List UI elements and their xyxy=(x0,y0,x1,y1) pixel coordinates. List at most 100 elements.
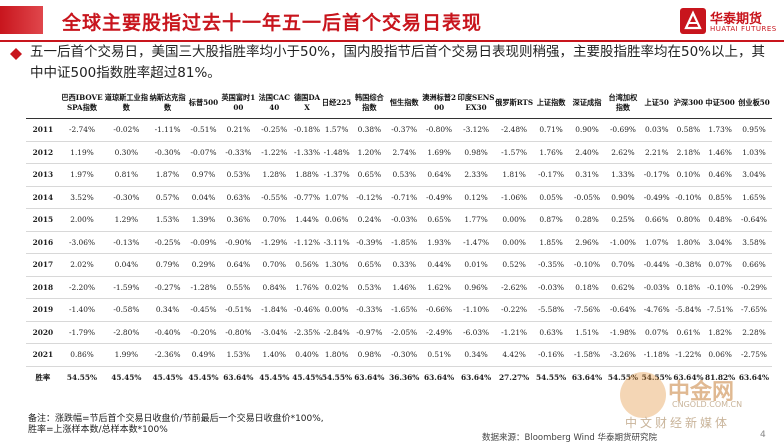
table-row: 2017 2.02% 0.04% 0.79% 0.29% 0.64% 0.70% 0.56% 1… xyxy=(26,253,772,277)
return-cell: 0.34% xyxy=(148,298,187,322)
return-cell: 2.40% xyxy=(569,141,605,164)
return-cell: 0.57% xyxy=(148,186,187,209)
return-cell: -3.11% xyxy=(321,231,352,254)
return-cell: -2.84% xyxy=(321,321,352,344)
return-cell: -0.30% xyxy=(387,343,422,367)
return-cell: 1.80% xyxy=(321,343,352,367)
return-cell: -0.07% xyxy=(186,141,221,164)
return-cell: -3.04% xyxy=(256,321,293,344)
year-cell: 2014 xyxy=(26,186,60,209)
return-cell: -0.49% xyxy=(421,186,458,209)
return-cell: -2.20% xyxy=(59,276,105,299)
return-cell: -0.58% xyxy=(104,298,149,322)
return-cell: 4.42% xyxy=(495,343,534,367)
year-cell: 2013 xyxy=(26,163,60,187)
table-row: 2019 -1.40% -0.58% 0.34% -0.45% -0.51% -1.84% -… xyxy=(26,298,772,322)
table-row: 2020 -1.79% -2.80% -0.40% -0.20% -0.80% -3.04%… xyxy=(26,321,772,344)
return-cell: 1.85% xyxy=(533,231,570,254)
return-cell: 2.18% xyxy=(672,141,705,164)
return-cell: -0.80% xyxy=(421,118,458,142)
column-header: 标普500 xyxy=(186,88,221,119)
return-cell: 1.07% xyxy=(321,186,352,209)
year-cell: 2012 xyxy=(26,141,60,164)
return-cell: 2.74% xyxy=(387,141,422,164)
table-row: 2016 -3.06% -0.13% -0.25% -0.09% -0.90% -1.29%… xyxy=(26,231,772,254)
return-cell: -1.59% xyxy=(104,276,149,299)
watermark-subtitle: 中文财经新媒体 xyxy=(625,416,731,430)
win-rate-cell: 54.55% xyxy=(321,365,352,388)
column-header: 印度SENSEX30 xyxy=(457,88,496,119)
return-cell: -1.10% xyxy=(457,298,496,322)
return-cell: -1.79% xyxy=(59,321,105,344)
return-cell: -0.55% xyxy=(256,186,293,209)
title-divider xyxy=(0,40,784,42)
column-header: 台湾加权指数 xyxy=(604,88,641,119)
title-bar: 全球主要股指过去十一年五一后首个交易日表现 华泰期货 HUATAI FUTURE… xyxy=(0,0,784,40)
return-cell: 1.77% xyxy=(457,208,496,232)
return-cell: 0.56% xyxy=(292,253,322,277)
return-cell: 0.90% xyxy=(604,186,641,209)
return-cell: -2.49% xyxy=(421,321,458,344)
return-cell: -0.12% xyxy=(351,186,388,209)
table-row: 2021 0.86% 1.99% -2.36% 0.49% 1.53% 1.40% 0.40%… xyxy=(26,343,772,367)
column-header: 道琼斯工业指数 xyxy=(104,88,149,119)
return-cell: 1.29% xyxy=(104,208,149,232)
return-cell: 1.87% xyxy=(148,163,187,187)
return-cell: 0.53% xyxy=(220,163,257,187)
return-cell: -0.10% xyxy=(704,276,736,299)
return-cell: 0.86% xyxy=(59,343,105,367)
return-cell: 1.20% xyxy=(351,141,388,164)
year-cell: 2016 xyxy=(26,231,60,254)
return-cell: -4.76% xyxy=(640,298,673,322)
title-accent-bar xyxy=(0,6,43,34)
return-cell: 0.07% xyxy=(640,321,673,344)
column-header: 创业板50 xyxy=(735,88,772,119)
return-cell: -0.09% xyxy=(186,231,221,254)
return-cell: 1.57% xyxy=(321,118,352,142)
return-cell: -0.03% xyxy=(640,276,673,299)
column-header: 法国CAC40 xyxy=(256,88,293,119)
return-cell: -0.35% xyxy=(533,253,570,277)
return-cell: -5.84% xyxy=(672,298,705,322)
return-cell: 1.73% xyxy=(704,118,736,142)
return-cell: 2.62% xyxy=(604,141,641,164)
return-cell: -0.13% xyxy=(104,231,149,254)
win-rate-cell: 45.45% xyxy=(104,365,149,388)
return-cell: 0.49% xyxy=(186,343,221,367)
return-cell: 0.79% xyxy=(148,253,187,277)
return-cell: 1.76% xyxy=(292,276,322,299)
return-cell: 0.36% xyxy=(220,208,257,232)
return-cell: 0.58% xyxy=(672,118,705,142)
return-cell: -0.33% xyxy=(351,298,388,322)
return-cell: 0.80% xyxy=(672,208,705,232)
win-rate-cell: 54.55% xyxy=(640,365,673,388)
year-cell: 2015 xyxy=(26,208,60,232)
return-cell: 0.02% xyxy=(321,276,352,299)
return-cell: 0.46% xyxy=(704,163,736,187)
return-cell: -1.47% xyxy=(457,231,496,254)
return-cell: 0.21% xyxy=(220,118,257,142)
win-rate-cell: 63.64% xyxy=(457,365,496,388)
return-cell: 0.18% xyxy=(569,276,605,299)
return-cell: 0.62% xyxy=(604,276,641,299)
return-cell: 0.25% xyxy=(604,208,641,232)
return-cell: 1.93% xyxy=(421,231,458,254)
column-header: 恒生指数 xyxy=(387,88,422,119)
return-cell: 1.53% xyxy=(220,343,257,367)
return-cell: 2.96% xyxy=(569,231,605,254)
return-cell: -0.02% xyxy=(104,118,149,142)
return-cell: 0.95% xyxy=(735,118,772,142)
return-cell: 0.12% xyxy=(457,186,496,209)
return-cell: -0.90% xyxy=(220,231,257,254)
return-cell: 0.53% xyxy=(387,163,422,187)
return-cell: 1.40% xyxy=(256,343,293,367)
return-cell: -1.57% xyxy=(495,141,534,164)
return-cell: 0.06% xyxy=(704,343,736,367)
return-cell: 0.04% xyxy=(104,253,149,277)
column-header: 上证指数 xyxy=(533,88,570,119)
return-cell: -0.71% xyxy=(387,186,422,209)
return-cell: -3.06% xyxy=(59,231,105,254)
return-cell: -0.22% xyxy=(495,298,534,322)
win-rate-cell: 54.55% xyxy=(533,365,570,388)
watermark-url: CNGOLD.COM.CN xyxy=(672,400,743,409)
